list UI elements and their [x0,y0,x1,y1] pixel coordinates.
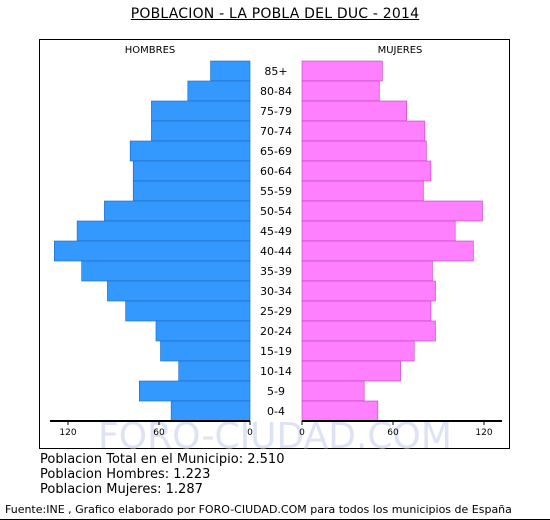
men-bar-80-84 [187,80,251,102]
women-bar-35-39 [301,260,433,282]
age-label-15-19: 15-19 [260,345,292,358]
chart-title: POBLACION - LA POBLA DEL DUC - 2014 [130,6,420,22]
age-label-70-74: 70-74 [260,125,292,138]
men-bar-30-34 [107,280,251,302]
men-bar-20-24 [155,320,251,342]
men-bars-group [54,60,251,422]
age-label-50-54: 50-54 [260,205,292,218]
men-bar-75-79 [151,100,251,122]
men-bar-45-49 [76,220,251,242]
men-bar-65-69 [129,140,251,162]
women-bar-20-24 [301,320,436,342]
age-label-65-69: 65-69 [260,145,292,158]
men-tick-label: 120 [59,428,76,438]
age-label-75-79: 75-79 [260,105,292,118]
men-bar-40-44 [54,240,251,262]
women-bar-55-59 [301,180,424,202]
women-bar-65-69 [301,140,427,162]
women-bar-15-19 [301,340,415,362]
men-bar-15-19 [160,340,251,362]
women-bar-10-14 [301,360,401,382]
women-tick-label: 60 [387,428,399,438]
women-bar-85+ [301,60,383,82]
women-bar-30-34 [301,280,436,302]
population-summary: Poblacion Total en el Municipio: 2.510 P… [40,452,284,497]
women-bar-0-4 [301,400,379,422]
women-header: MUJERES [378,45,423,56]
men-population: Poblacion Hombres: 1.223 [40,467,211,482]
age-label-60-64: 60-64 [260,165,292,178]
x-axes-group: 120 60 0 0 60 120 [50,420,502,438]
women-bar-60-64 [301,160,432,182]
women-bar-80-84 [301,80,380,102]
age-label-85+: 85+ [264,65,287,78]
women-bar-25-29 [301,300,432,322]
women-bar-45-49 [301,220,456,242]
men-bar-50-54 [104,200,251,222]
men-bar-85+ [210,60,251,82]
men-tick-label: 60 [153,428,165,438]
age-label-35-39: 35-39 [260,265,292,278]
age-label-45-49: 45-49 [260,225,292,238]
men-bar-35-39 [81,260,251,282]
age-label-40-44: 40-44 [260,245,292,258]
men-tick-label: 0 [247,428,253,438]
women-bars-group [301,60,483,422]
men-bar-0-4 [170,400,251,422]
source-footer: Fuente:INE , Grafico elaborado por FORO-… [5,503,512,516]
women-bar-70-74 [301,120,426,142]
women-bar-40-44 [301,240,474,262]
women-tick-label: 120 [475,428,492,438]
age-label-0-4: 0-4 [267,405,285,418]
pyramid-panel: FORO-CIUDAD.COM 85+ 80-84 75-79 70-74 65-69 6… [39,39,510,450]
age-label-10-14: 10-14 [260,365,292,378]
women-population: Poblacion Mujeres: 1.287 [40,482,203,497]
men-bar-60-64 [132,160,251,182]
age-label-80-84: 80-84 [260,85,292,98]
population-pyramid-svg: FORO-CIUDAD.COM 85+80-8475-7970-7465-696… [50,45,502,450]
women-bar-75-79 [301,100,407,122]
total-population: Poblacion Total en el Municipio: 2.510 [40,452,285,467]
men-bar-5-9 [138,380,251,402]
women-bar-50-54 [301,200,483,222]
men-header: HOMBRES [125,45,176,56]
age-label-20-24: 20-24 [260,325,292,338]
age-label-30-34: 30-34 [260,285,292,298]
age-label-25-29: 25-29 [260,305,292,318]
men-bar-25-29 [125,300,251,322]
age-label-55-59: 55-59 [260,185,292,198]
women-bar-5-9 [301,380,365,402]
men-bar-55-59 [132,180,251,202]
age-label-5-9: 5-9 [267,385,285,398]
women-tick-label: 0 [299,428,305,438]
age-labels-group: 85+ 80-84 75-79 70-74 65-69 60-64 55-59 50-54 45… [260,65,292,418]
men-bar-10-14 [178,360,251,382]
men-bar-70-74 [151,120,251,142]
